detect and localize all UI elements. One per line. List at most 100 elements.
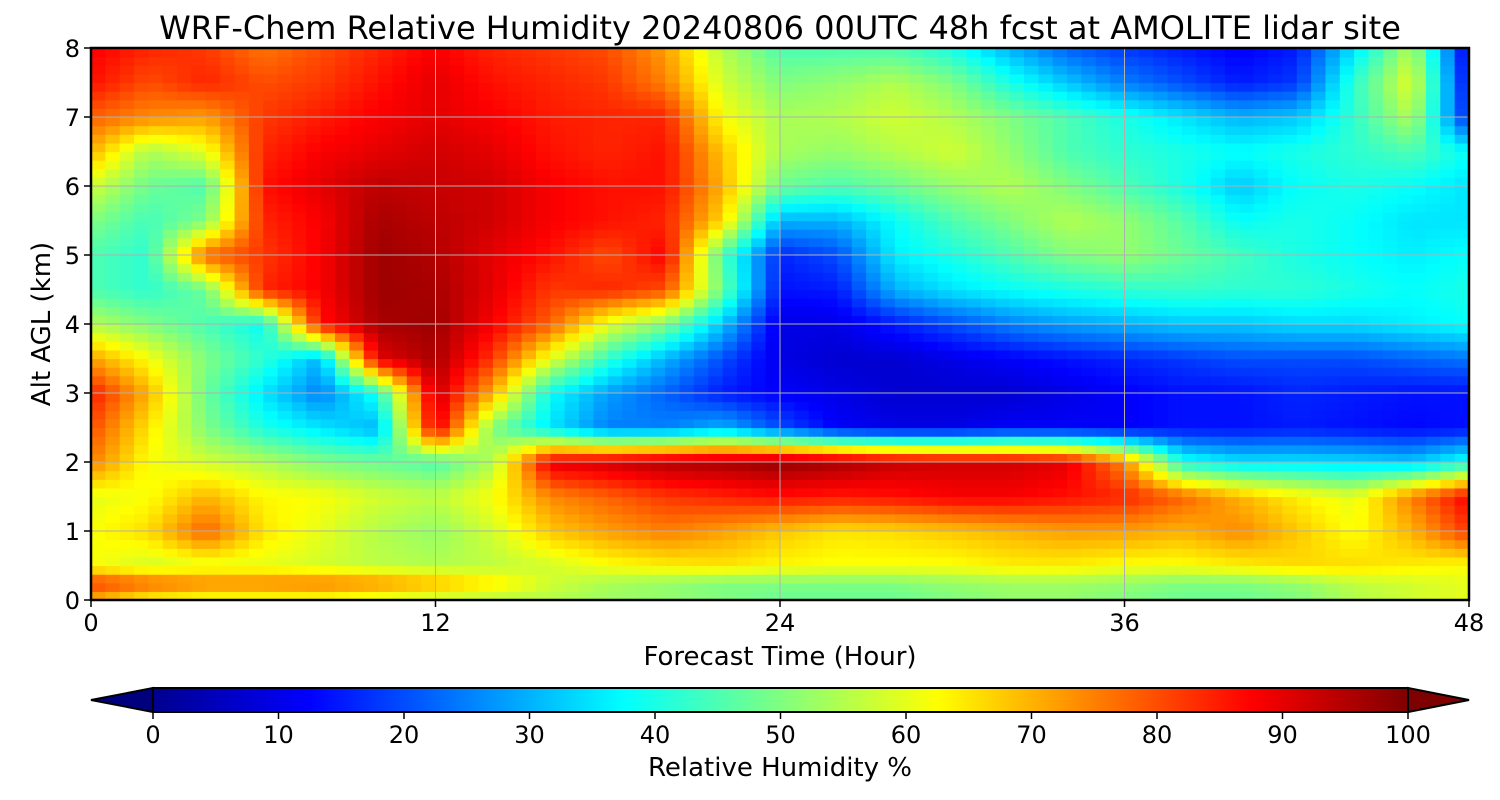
- humidity-cell: [378, 341, 394, 351]
- humidity-cell: [119, 384, 135, 394]
- humidity-cell: [851, 280, 867, 291]
- humidity-cell: [521, 280, 537, 291]
- humidity-cell: [162, 168, 178, 178]
- humidity-cell: [679, 298, 695, 308]
- humidity-cell: [722, 393, 738, 403]
- humidity-cell: [780, 496, 795, 506]
- humidity-cell: [1440, 168, 1456, 178]
- humidity-cell: [1368, 332, 1384, 342]
- humidity-cell: [909, 539, 925, 549]
- humidity-cell: [1138, 487, 1154, 498]
- humidity-cell: [521, 582, 537, 592]
- humidity-cell: [1081, 418, 1097, 429]
- humidity-cell: [1110, 358, 1126, 368]
- humidity-cell: [1067, 177, 1083, 187]
- humidity-cell: [966, 306, 982, 316]
- humidity-cell: [291, 418, 307, 429]
- humidity-cell: [449, 574, 465, 584]
- humidity-cell: [808, 487, 824, 498]
- humidity-cell: [1368, 246, 1384, 256]
- humidity-cell: [1268, 522, 1283, 532]
- humidity-cell: [851, 574, 867, 584]
- humidity-cell: [1210, 531, 1226, 541]
- humidity-cell: [1268, 375, 1283, 385]
- humidity-cell: [593, 410, 609, 420]
- humidity-cell: [349, 229, 365, 239]
- humidity-cell: [1368, 151, 1384, 161]
- humidity-cell: [622, 194, 638, 204]
- humidity-cell: [607, 349, 623, 360]
- humidity-cell: [665, 358, 681, 368]
- humidity-cell: [1153, 453, 1169, 463]
- humidity-cell: [464, 289, 480, 299]
- humidity-cell: [263, 315, 279, 325]
- humidity-cell: [464, 522, 480, 532]
- humidity-cell: [478, 470, 494, 480]
- humidity-cell: [177, 298, 193, 308]
- humidity-cell: [248, 487, 264, 498]
- humidity-cell: [263, 237, 279, 247]
- humidity-cell: [1167, 479, 1183, 489]
- humidity-cell: [1296, 349, 1312, 360]
- humidity-cell: [1009, 332, 1025, 342]
- humidity-cell: [736, 358, 752, 368]
- humidity-cell: [1110, 582, 1126, 592]
- humidity-cell: [823, 186, 839, 196]
- humidity-cell: [923, 298, 939, 308]
- humidity-cell: [880, 186, 896, 196]
- humidity-cell: [91, 496, 106, 506]
- humidity-cell: [378, 289, 394, 299]
- humidity-cell: [464, 358, 480, 368]
- humidity-cell: [607, 177, 623, 187]
- humidity-cell: [952, 341, 968, 351]
- humidity-cell: [564, 556, 580, 567]
- humidity-cell: [234, 168, 250, 178]
- humidity-cell: [980, 556, 996, 567]
- humidity-cell: [765, 211, 781, 222]
- humidity-cell: [665, 462, 681, 472]
- humidity-cell: [1196, 341, 1212, 351]
- humidity-cell: [1253, 410, 1269, 420]
- humidity-cell: [1153, 160, 1169, 170]
- humidity-cell: [1311, 384, 1327, 394]
- humidity-cell: [191, 401, 207, 411]
- humidity-cell: [1196, 591, 1212, 600]
- humidity-cell: [535, 272, 551, 282]
- humidity-cell: [851, 496, 867, 506]
- humidity-cell: [1253, 280, 1269, 291]
- humidity-cell: [1153, 565, 1169, 575]
- humidity-cell: [349, 220, 365, 230]
- humidity-cell: [220, 341, 236, 351]
- humidity-cell: [1268, 194, 1283, 204]
- humidity-cell: [464, 272, 480, 282]
- humidity-cell: [349, 453, 365, 463]
- humidity-cell: [1311, 220, 1327, 230]
- humidity-cell: [751, 436, 767, 446]
- humidity-cell: [177, 263, 193, 273]
- humidity-cell: [349, 315, 365, 325]
- humidity-cell: [937, 565, 953, 575]
- humidity-cell: [134, 332, 150, 342]
- humidity-cell: [1239, 444, 1255, 454]
- humidity-cell: [1210, 186, 1226, 196]
- humidity-cell: [349, 332, 365, 342]
- humidity-cell: [119, 565, 135, 575]
- humidity-cell: [564, 186, 580, 196]
- humidity-cell: [435, 298, 451, 308]
- humidity-cell: [980, 272, 996, 282]
- humidity-cell: [1052, 151, 1068, 161]
- humidity-cell: [837, 470, 853, 480]
- humidity-cell: [693, 487, 709, 498]
- humidity-cell: [521, 315, 537, 325]
- humidity-cell: [923, 453, 939, 463]
- humidity-cell: [851, 436, 867, 446]
- humidity-cell: [679, 565, 695, 575]
- humidity-cell: [579, 280, 594, 291]
- humidity-cell: [851, 358, 867, 368]
- humidity-cell: [952, 229, 968, 239]
- humidity-cell: [478, 410, 494, 420]
- humidity-cell: [162, 393, 178, 403]
- humidity-cell: [134, 358, 150, 368]
- humidity-cell: [119, 513, 135, 523]
- humidity-cell: [1167, 220, 1183, 230]
